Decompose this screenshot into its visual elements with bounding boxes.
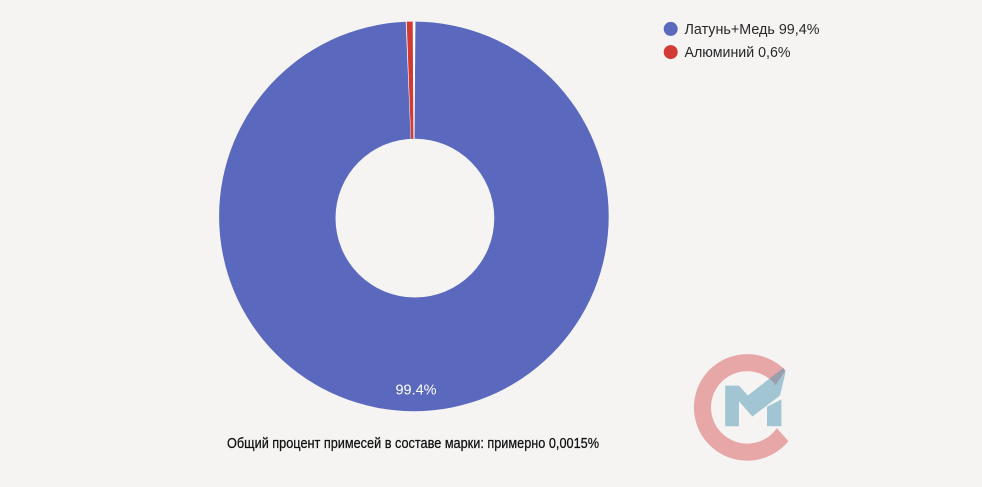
svg-text:Алюминий 0,6%: Алюминий 0,6% xyxy=(685,45,791,61)
svg-text:Латунь+Медь 99,4%: Латунь+Медь 99,4% xyxy=(685,22,820,38)
svg-text:99.4%: 99.4% xyxy=(395,383,436,399)
svg-text:Общий процент примесей в соста: Общий процент примесей в составе марки: … xyxy=(227,436,599,452)
